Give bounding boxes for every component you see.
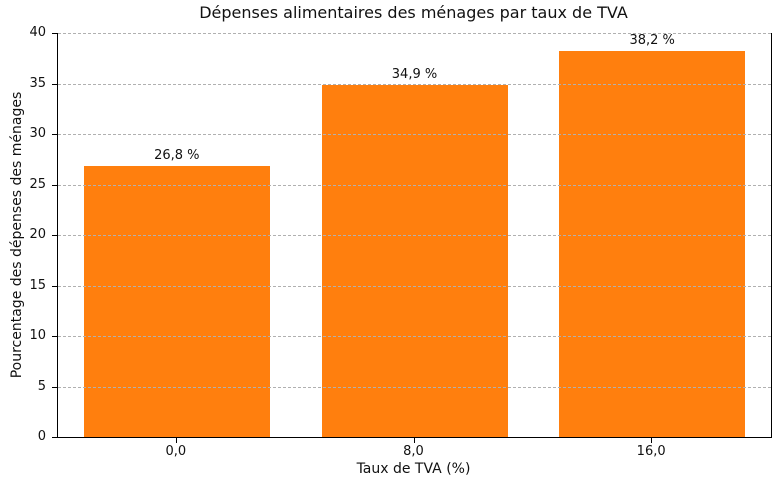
y-tick-label: 40 <box>29 25 46 40</box>
y-tick-label: 30 <box>29 126 46 141</box>
bar <box>321 84 508 437</box>
y-tick <box>52 336 57 337</box>
x-tick-label: 0,0 <box>165 444 187 459</box>
x-tick <box>413 438 415 443</box>
y-tick-label: 25 <box>29 176 46 192</box>
chart-title: Dépenses alimentaires des ménages par ta… <box>199 3 628 22</box>
bar-value-label: 38,2 % <box>629 33 675 49</box>
y-tick <box>52 285 57 287</box>
y-tick <box>52 83 57 85</box>
x-axis-label: Taux de TVA (%) <box>356 461 471 477</box>
bar-value-label: 34,9 % <box>391 66 438 82</box>
gridline <box>58 134 771 135</box>
plot-area: 26,8 % 34,9 % 38,2 % <box>57 33 772 438</box>
gridline <box>58 184 771 186</box>
x-tick-label: 16,0 <box>636 444 666 459</box>
bar-value-label: 26,8 % <box>154 148 200 164</box>
x-tick <box>175 438 177 443</box>
x-tick <box>651 438 653 443</box>
y-tick <box>52 33 57 34</box>
bar <box>83 166 270 437</box>
y-tick-label: 35 <box>29 75 46 91</box>
gridline <box>58 235 771 236</box>
y-tick <box>52 386 57 388</box>
y-tick-label: 20 <box>29 227 46 242</box>
gridline <box>58 336 771 337</box>
y-tick <box>52 437 57 438</box>
gridline <box>58 285 771 287</box>
gridline <box>58 83 771 85</box>
x-tick-label: 8,0 <box>403 444 424 459</box>
gridline <box>58 33 771 34</box>
y-tick <box>52 134 57 135</box>
y-tick-label: 15 <box>29 277 46 293</box>
gridline <box>58 386 771 388</box>
bar <box>559 51 746 437</box>
y-tick-label: 5 <box>37 378 46 394</box>
y-tick <box>52 235 57 236</box>
y-tick <box>52 184 57 186</box>
y-tick-label: 0 <box>37 429 46 444</box>
y-tick-label: 10 <box>29 328 46 343</box>
